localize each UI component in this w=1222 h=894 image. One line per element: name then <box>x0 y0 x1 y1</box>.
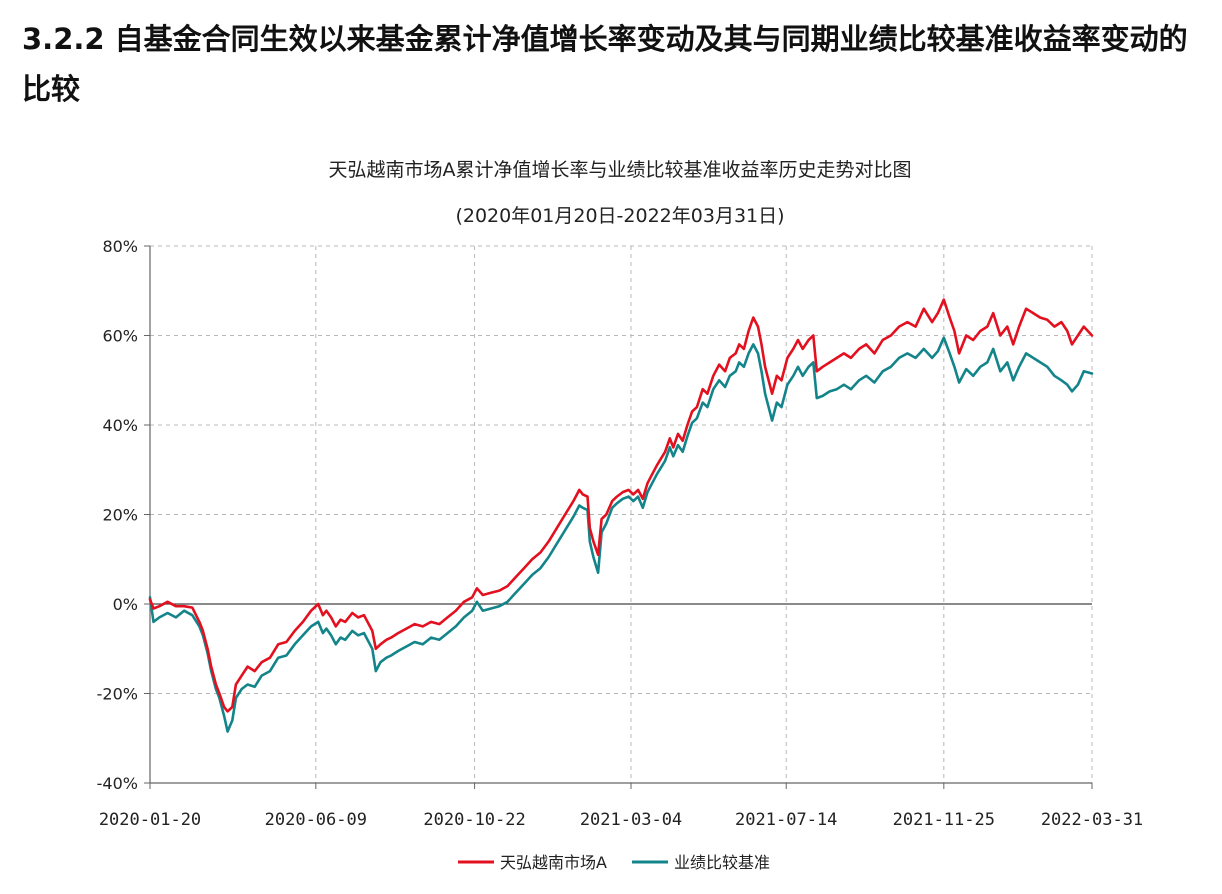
legend-label: 业绩比较基准 <box>674 853 770 872</box>
series-line-fund <box>148 298 1094 713</box>
y-tick-label: -40% <box>97 774 138 793</box>
grid <box>150 245 1092 784</box>
x-tick-label: 2021-11-25 <box>893 810 995 830</box>
y-axis: 80% 60% 40% 20% 0% -20% -40% <box>97 237 150 793</box>
y-tick-label: 0% <box>113 595 138 614</box>
series-lines <box>148 298 1094 733</box>
y-tick-label: 80% <box>102 237 138 256</box>
legend-item-benchmark: 业绩比较基准 <box>632 853 770 872</box>
x-tick-label: 2020-01-20 <box>99 810 201 830</box>
y-tick-label: 40% <box>102 416 138 435</box>
x-axis: 2020-01-20 2020-06-09 2020-10-22 2021-03-04… <box>99 783 1143 830</box>
x-tick-label: 2021-07-14 <box>735 810 837 830</box>
y-tick-label: -20% <box>97 685 138 704</box>
x-tick-label: 2021-03-04 <box>580 810 682 830</box>
section-heading: 3.2.2 自基金合同生效以来基金累计净值增长率变动及其与同期业绩比较基准收益率… <box>22 22 1188 106</box>
x-tick-label: 2020-10-22 <box>423 810 525 830</box>
x-tick-label: 2020-06-09 <box>265 810 367 830</box>
legend-item-fund: 天弘越南市场A <box>458 853 607 872</box>
chart-title: 天弘越南市场A累计净值增长率与业绩比较基准收益率历史走势对比图 <box>329 159 912 181</box>
legend-label: 天弘越南市场A <box>500 853 607 872</box>
series-line-benchmark <box>148 336 1094 733</box>
x-tick-label: 2022-03-31 <box>1041 810 1143 830</box>
legend: 天弘越南市场A 业绩比较基准 <box>458 853 770 872</box>
chart-subtitle: (2020年01月20日-2022年03月31日) <box>455 205 784 227</box>
y-tick-label: 60% <box>102 327 138 346</box>
y-tick-label: 20% <box>102 506 138 525</box>
